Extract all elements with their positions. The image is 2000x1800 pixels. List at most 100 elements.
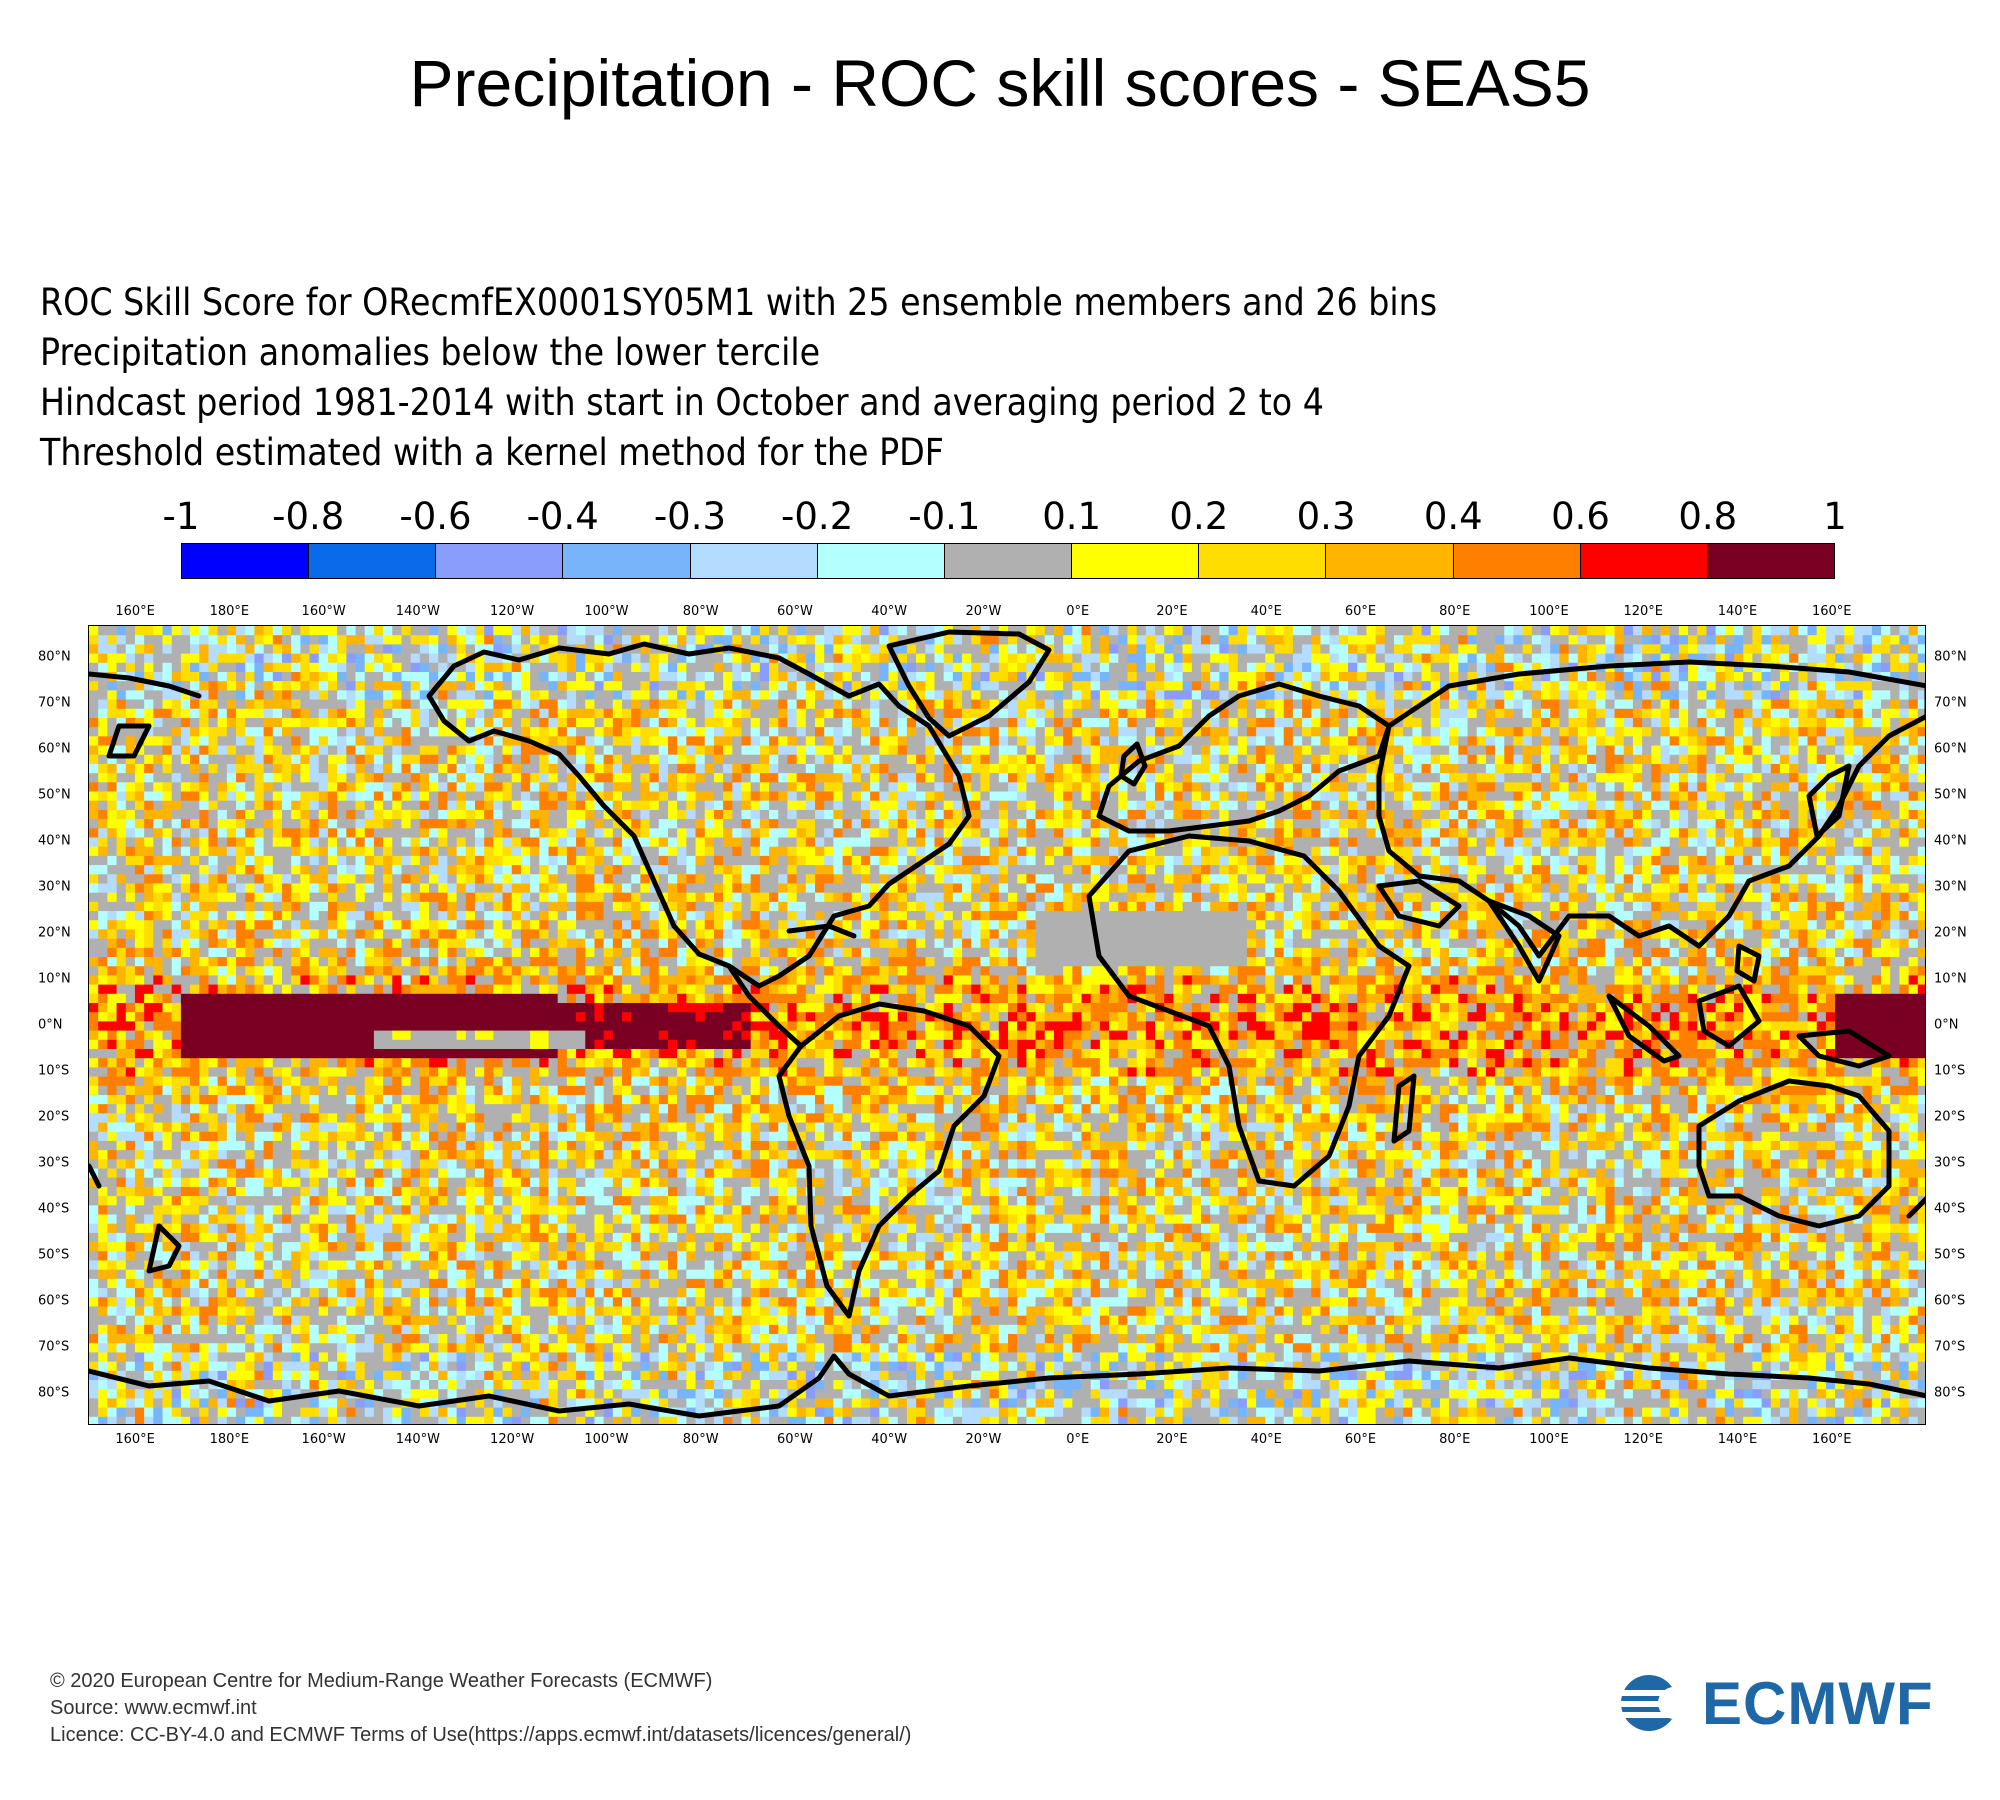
grid-cell — [1283, 745, 1294, 756]
grid-cell — [686, 635, 697, 645]
grid-cell — [125, 644, 136, 655]
grid-cell — [1871, 717, 1882, 728]
grid-cell — [1734, 819, 1744, 829]
grid-cell — [474, 717, 485, 728]
grid-cell — [1439, 745, 1450, 756]
grid-cell — [1706, 681, 1717, 691]
grid-cell — [1063, 644, 1073, 655]
grid-cell — [309, 736, 320, 747]
grid-cell — [1688, 708, 1698, 719]
grid-cell — [1908, 819, 1919, 829]
grid-cell — [199, 626, 210, 636]
grid-cell — [557, 681, 568, 691]
grid-cell — [1504, 681, 1515, 691]
grid-cell — [612, 819, 623, 829]
grid-cell — [1090, 699, 1101, 710]
grid-cell — [125, 837, 136, 848]
grid-cell — [226, 837, 237, 848]
grid-cell — [934, 671, 945, 682]
grid-cell — [401, 809, 412, 820]
grid-cell — [860, 809, 871, 820]
grid-cell — [493, 828, 504, 839]
grid-cell — [667, 846, 678, 857]
grid-cell — [686, 819, 697, 829]
grid-cell — [1586, 671, 1597, 682]
grid-cell — [1008, 644, 1018, 655]
grid-cell — [897, 754, 908, 765]
grid-cell — [520, 690, 531, 701]
grid-cell — [1191, 782, 1202, 793]
grid-cell — [162, 782, 173, 793]
grid-cell — [429, 837, 439, 848]
grid-cell — [1256, 800, 1266, 811]
grid-cell — [1210, 644, 1220, 655]
grid-cell — [695, 800, 706, 811]
x-tick-label: 80°W — [682, 1432, 719, 1447]
grid-cell — [1550, 763, 1560, 774]
grid-cell — [1026, 681, 1037, 691]
grid-cell — [116, 745, 127, 756]
grid-cell — [1568, 671, 1579, 682]
grid-cell — [1099, 690, 1110, 701]
grid-cell — [1752, 644, 1763, 655]
grid-cell — [943, 727, 954, 737]
grid-cell — [1495, 800, 1505, 811]
grid-cell — [1789, 819, 1799, 829]
grid-cell — [1375, 644, 1386, 655]
grid-cell — [1642, 635, 1652, 645]
grid-cell — [337, 727, 347, 737]
grid-cell — [1145, 681, 1156, 691]
grid-cell — [1632, 754, 1643, 765]
grid-cell — [1219, 754, 1230, 765]
grid-cell — [566, 635, 577, 645]
map-panel[interactable] — [88, 625, 1926, 1425]
grid-cell — [1302, 662, 1312, 673]
grid-cell — [952, 708, 963, 719]
grid-cell — [649, 736, 660, 747]
grid-cell — [1099, 699, 1110, 710]
grid-cell — [934, 690, 945, 701]
grid-cell — [557, 837, 568, 848]
grid-cell — [373, 644, 384, 655]
grid-cell — [1623, 763, 1634, 774]
grid-cell — [971, 690, 982, 701]
grid-cell — [612, 745, 623, 756]
grid-cell — [272, 626, 283, 636]
grid-cell — [1504, 819, 1515, 829]
grid-cell — [796, 819, 807, 829]
grid-cell — [1917, 626, 1925, 636]
grid-cell — [383, 745, 393, 756]
grid-cell — [566, 819, 577, 829]
grid-cell — [1871, 727, 1882, 737]
grid-cell — [1118, 671, 1129, 682]
grid-cell — [594, 736, 605, 747]
grid-cell — [1504, 809, 1515, 820]
grid-cell — [327, 644, 338, 655]
grid-cell — [686, 773, 697, 783]
grid-cell — [1586, 699, 1597, 710]
grid-cell — [1265, 717, 1276, 728]
grid-cell — [1789, 626, 1799, 636]
grid-cell — [438, 773, 449, 783]
grid-cell — [952, 791, 963, 802]
grid-cell — [1164, 708, 1175, 719]
grid-cell — [1917, 653, 1925, 664]
grid-cell — [125, 727, 136, 737]
grid-cell — [1256, 690, 1266, 701]
grid-cell — [456, 782, 467, 793]
grid-cell — [263, 782, 274, 793]
grid-cell — [1596, 736, 1606, 747]
grid-cell — [1109, 681, 1119, 691]
grid-cell — [383, 809, 393, 820]
grid-cell — [1118, 681, 1129, 691]
grid-cell — [750, 773, 761, 783]
grid-cell — [1109, 690, 1119, 701]
grid-cell — [1678, 635, 1689, 645]
grid-cell — [805, 644, 816, 655]
grid-cell — [916, 671, 926, 682]
grid-cell — [1384, 644, 1395, 655]
grid-cell — [1017, 828, 1027, 839]
grid-cell — [557, 763, 568, 774]
grid-cell — [1035, 690, 1046, 701]
grid-cell — [1439, 800, 1450, 811]
